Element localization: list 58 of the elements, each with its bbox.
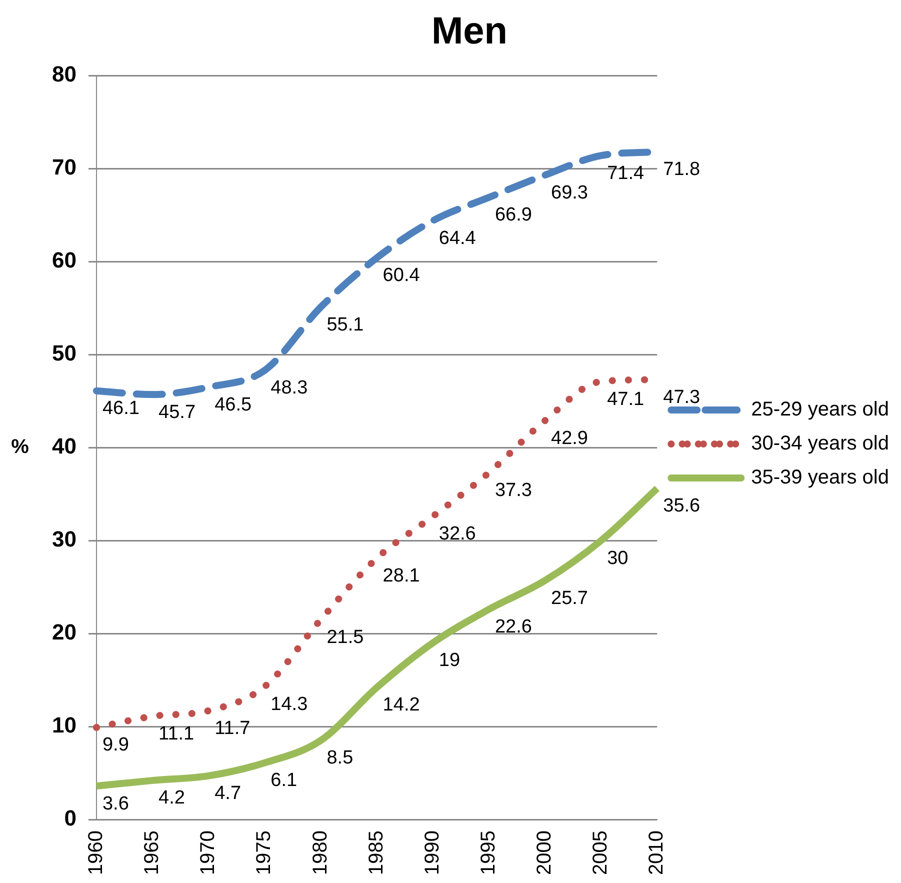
data-label: 11.1 xyxy=(158,724,194,745)
data-label: 69.3 xyxy=(551,182,588,204)
data-label: 47.3 xyxy=(663,386,700,408)
x-tick-label: 1980 xyxy=(309,830,332,876)
data-label: 47.1 xyxy=(607,388,644,410)
data-label: 55.1 xyxy=(326,314,364,336)
data-label: 14.3 xyxy=(270,694,308,715)
data-label: 6.1 xyxy=(270,770,298,792)
y-tick-label: 30 xyxy=(52,526,76,552)
x-tick-label: 1975 xyxy=(253,830,276,876)
data-label: 19 xyxy=(438,650,460,672)
x-tick-label: 2005 xyxy=(590,830,612,876)
data-label: 45.7 xyxy=(158,402,196,423)
data-label: 66.9 xyxy=(494,204,532,226)
y-tick-label: 50 xyxy=(52,340,76,366)
y-tick-label: 80 xyxy=(52,62,76,87)
x-tick-label: 1970 xyxy=(197,830,220,876)
x-tick-label: 2000 xyxy=(534,830,556,876)
data-label: 9.9 xyxy=(102,734,129,756)
data-label: 32.6 xyxy=(438,524,476,545)
data-label: 48.3 xyxy=(270,378,308,399)
data-label: 64.4 xyxy=(438,228,476,249)
legend-label: 35-39 years old xyxy=(751,466,890,489)
y-tick-label: 70 xyxy=(52,154,76,180)
legend-label: 25-29 years old xyxy=(751,398,890,421)
x-tick-label: 1995 xyxy=(477,830,500,876)
data-label: 3.6 xyxy=(102,793,129,814)
x-tick-label: 1960 xyxy=(84,830,107,876)
data-label: 22.6 xyxy=(494,616,532,638)
y-tick-label: 60 xyxy=(52,248,76,273)
x-tick-label: 1990 xyxy=(421,830,444,876)
data-label: 46.5 xyxy=(214,394,252,416)
y-tick-label: 10 xyxy=(52,712,76,738)
data-label: 25.7 xyxy=(551,588,588,609)
x-tick-label: 2010 xyxy=(646,830,668,876)
data-label: 4.7 xyxy=(214,783,242,804)
chart-title: Men xyxy=(432,10,508,52)
data-label: 21.5 xyxy=(326,626,364,648)
data-label: 8.5 xyxy=(326,748,354,769)
x-tick-label: 1985 xyxy=(365,830,388,876)
data-label: 71.4 xyxy=(607,162,644,184)
legend-label: 30-34 years old xyxy=(751,432,890,455)
data-label: 35.6 xyxy=(663,496,700,517)
data-label: 60.4 xyxy=(382,265,420,286)
data-label: 71.8 xyxy=(663,159,700,180)
data-label: 42.9 xyxy=(551,428,588,449)
data-label: 4.2 xyxy=(158,788,185,809)
data-label: 14.2 xyxy=(382,694,420,716)
y-tick-label: 20 xyxy=(52,620,76,645)
x-tick-label: 1965 xyxy=(141,830,164,876)
data-label: 37.3 xyxy=(494,480,532,501)
data-label: 11.7 xyxy=(214,718,250,739)
y-tick-label: 40 xyxy=(52,434,76,459)
data-label: 30 xyxy=(607,548,628,569)
data-label: 46.1 xyxy=(102,398,140,420)
y-tick-label: 0 xyxy=(64,806,76,831)
data-label: 28.1 xyxy=(382,565,420,586)
y-axis-title: % xyxy=(11,436,30,458)
